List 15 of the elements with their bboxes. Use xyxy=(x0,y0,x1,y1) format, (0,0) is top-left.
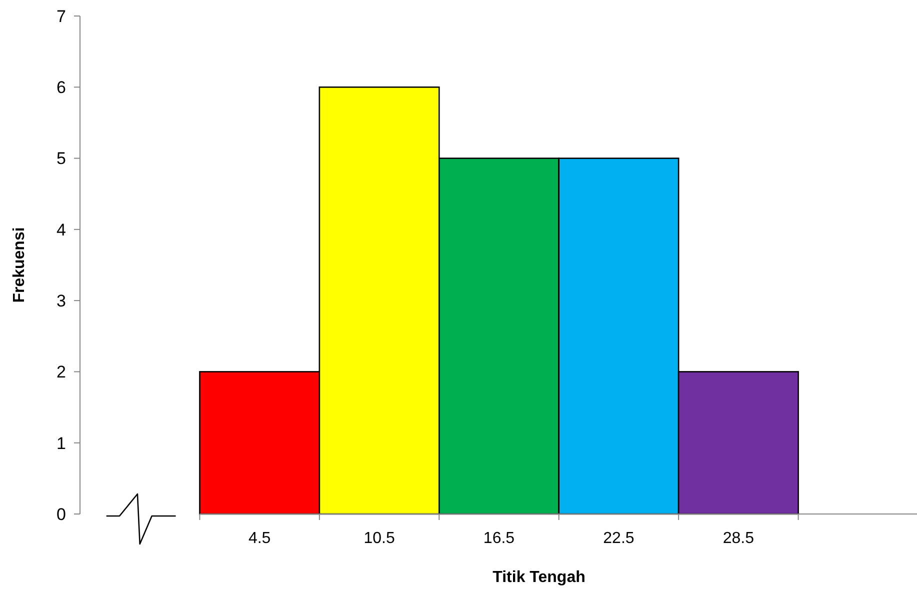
x-tick-label: 4.5 xyxy=(248,530,271,547)
x-tick-label: 10.5 xyxy=(364,530,395,547)
y-tick-label: 2 xyxy=(56,362,66,382)
y-tick-label: 4 xyxy=(56,220,66,240)
x-tick-label: 22.5 xyxy=(603,530,634,547)
y-tick-label: 0 xyxy=(56,504,66,524)
x-tick-label: 28.5 xyxy=(722,530,754,547)
y-tick-label: 3 xyxy=(56,292,66,311)
y-tick-label: 7 xyxy=(56,6,66,26)
x-tick-label: 16.5 xyxy=(483,530,515,547)
y-tick-label: 5 xyxy=(56,149,66,168)
y-axis-title: Frekuensi xyxy=(11,227,28,303)
y-tick-label: 1 xyxy=(56,434,66,453)
x-axis-title: Titik Tengah xyxy=(492,569,586,586)
y-tick-label: 6 xyxy=(56,78,66,98)
